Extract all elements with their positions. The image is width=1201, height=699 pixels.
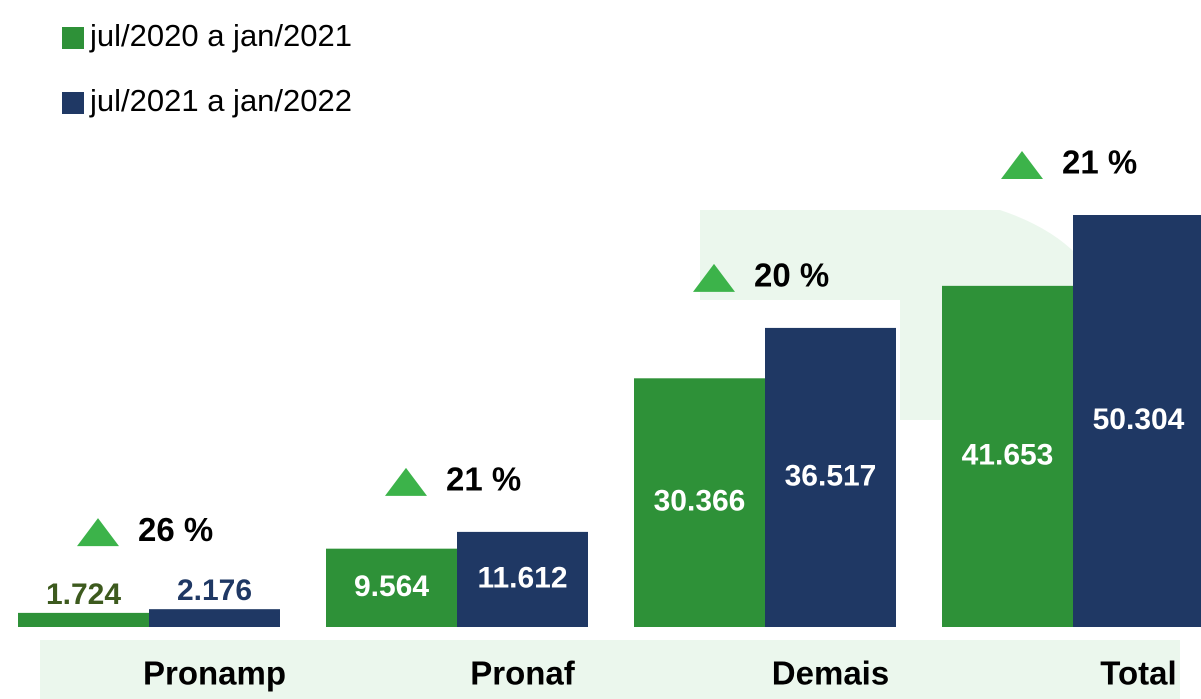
growth-label: 21 % — [1062, 144, 1137, 181]
bar — [149, 609, 280, 627]
bar — [765, 327, 896, 627]
growth-label: 21 % — [446, 461, 521, 498]
bar — [634, 378, 766, 627]
bar — [457, 531, 588, 627]
value-label: 30.366 — [654, 485, 746, 518]
growth-arrow — [77, 518, 119, 547]
growth-arrow — [385, 467, 427, 496]
value-label: 41.653 — [962, 438, 1054, 471]
bar — [326, 548, 458, 627]
bar — [1073, 215, 1201, 627]
x-tick-label: Demais — [772, 655, 889, 692]
legend-label: jul/2020 a jan/2021 — [89, 18, 352, 53]
x-tick-label: Pronamp — [143, 655, 286, 692]
legend-swatch — [62, 92, 84, 114]
value-label: 2.176 — [177, 574, 252, 607]
growth-label: 20 % — [754, 257, 829, 294]
x-tick-label: Pronaf — [470, 655, 576, 692]
value-label: 9.564 — [354, 570, 429, 603]
value-label: 50.304 — [1093, 403, 1185, 436]
value-label: 1.724 — [46, 578, 121, 611]
value-label: 36.517 — [785, 459, 877, 492]
legend-swatch — [62, 27, 84, 49]
bar — [18, 612, 150, 627]
growth-arrow — [693, 263, 735, 292]
x-tick-label: Total — [1100, 655, 1176, 692]
growth-label: 26 % — [138, 511, 213, 548]
growth-arrow — [1001, 151, 1043, 179]
value-label: 11.612 — [477, 561, 567, 594]
legend-label: jul/2021 a jan/2022 — [89, 83, 352, 118]
bar — [942, 285, 1074, 627]
